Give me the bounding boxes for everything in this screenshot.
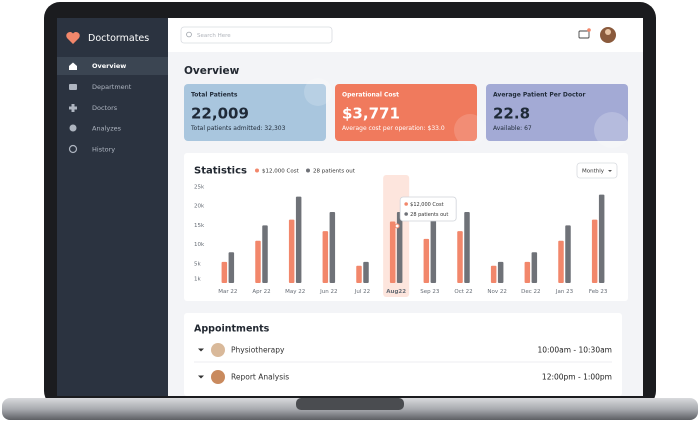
x-tick-label: Aug22 [386,289,406,295]
nav-icons [68,62,78,154]
bar [464,211,470,283]
appointment-name: Physiotherapy [231,346,285,355]
tooltip-label: $12,000 Cost [410,202,443,208]
tooltip-label: 28 patients out [410,212,448,218]
x-tick-label: Jan 23 [555,289,574,295]
card-title: Operational Cost [342,92,399,99]
bar [288,219,295,283]
appointment-name: Report Analysis [231,373,289,382]
x-tick-label: Jul 22 [354,289,370,295]
nav-item[interactable]: History [92,146,115,154]
bar [497,261,504,283]
bar [531,252,538,283]
bar [322,231,329,283]
tooltip [399,196,457,222]
row-caret[interactable] [198,375,204,379]
nav-active [57,57,168,75]
legend-swatch [255,168,259,173]
nav-item[interactable]: Analyzes [92,125,122,133]
appointments-panel [184,313,622,396]
dropdown-caret [608,170,612,172]
card-value: 22,009 [191,105,249,123]
y-tick-label: 25k [194,185,205,191]
x-tick-label: Feb 23 [589,289,608,295]
bar [363,261,369,283]
bar [430,217,437,283]
laptop-notch [296,398,404,410]
y-tick-label: 5k [194,261,201,267]
nav-item[interactable]: Doctors [92,104,118,112]
period-label[interactable]: Monthly [582,169,605,175]
x-tick-label: Mar 22 [218,289,237,295]
card-title: Total Patients [191,92,238,99]
bar [598,194,605,283]
bar [221,261,228,283]
bar [558,240,564,283]
bar [389,221,396,283]
bar [356,265,362,283]
appointment-time: 10:00am - 10:30am [537,346,612,355]
chart-title: Statistics [194,166,247,177]
notification-dot [587,28,591,32]
y-tick-label: 1k [194,277,201,283]
card: Average Patient Per Doctor 22.8 Availabl… [486,84,630,148]
period-dropdown[interactable] [576,162,618,179]
nav-item[interactable]: Overview [92,62,126,70]
y-tick-label: 20k [194,204,205,210]
card: Total Patients 22,009 Total patients adm… [184,78,332,141]
app-name: Doctormates [88,33,149,44]
x-tick-label: Jun 22 [319,289,337,295]
logo-icon [66,32,80,44]
x-tick-label: Nov 22 [487,289,506,295]
card-value: $3,771 [342,105,400,123]
bar [423,238,430,283]
bar [565,225,571,283]
search-box[interactable] [180,26,333,44]
x-tick-label: Oct 22 [454,289,472,295]
bar [490,265,497,283]
bar [457,231,463,283]
appointment-time: 12:00pm - 1:00pm [542,373,612,382]
y-tick-label: 10k [194,242,205,248]
bar [524,261,531,283]
legend-label: 28 patients out [313,169,356,175]
card-note: Average cost per operation: $33.0 [342,125,445,132]
search-icon [186,31,192,38]
bar [262,225,268,283]
highlight-band [383,175,410,297]
appointments-title: Appointments [194,324,270,335]
bar [329,211,336,283]
tooltip-swatch [404,212,408,216]
card: Operational Cost $3,771 Average cost per… [335,84,486,146]
card-title: Average Patient Per Doctor [493,92,586,99]
bar [228,252,235,283]
patient-avatar [211,343,225,357]
legend-swatch [306,168,310,173]
x-tick-label: May 22 [285,289,305,295]
page-title: Overview [184,65,240,77]
bar [295,196,302,283]
tooltip-anchor [394,223,400,229]
nav-item[interactable]: Department [92,83,132,91]
sidebar [57,18,168,396]
x-tick-label: Sep 23 [420,289,440,295]
row-caret[interactable] [198,348,204,352]
search-placeholder: Search Here [197,33,231,39]
card-value: 22.8 [493,105,530,123]
bar [591,219,598,283]
bar [255,240,261,283]
x-tick-label: Dec 22 [521,289,540,295]
patient-avatar [211,370,225,384]
bar [396,211,403,283]
message-icon[interactable] [578,30,590,39]
avatar-face [605,29,611,35]
tooltip-swatch [404,202,408,206]
card-note: Total patients admitted: 32,303 [190,125,286,132]
x-tick-label: Apr 22 [252,289,270,295]
legend-label: $12,000 Cost [262,169,300,175]
y-tick-label: 15k [194,223,205,229]
card-note: Available: 67 [493,125,532,132]
